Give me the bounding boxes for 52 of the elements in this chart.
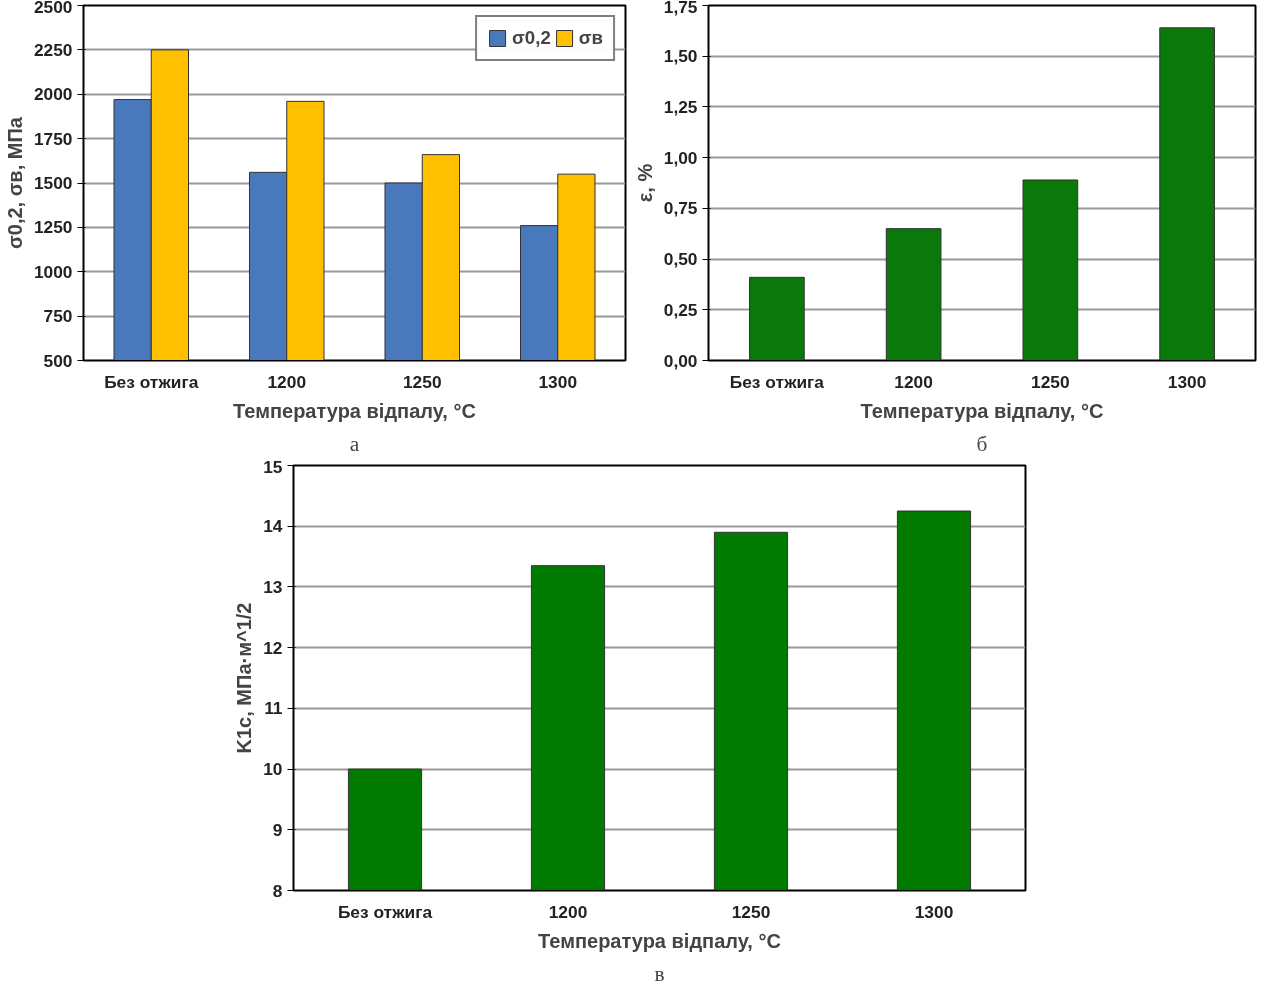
y-tick-label: 0,50: [663, 249, 698, 270]
y-tick-label: 1500: [33, 173, 73, 193]
legend-label: σв: [578, 27, 603, 49]
y-tick-label: 1750: [33, 128, 73, 149]
y-tick-label: 0,25: [663, 299, 698, 320]
legend-label: σ0,2: [512, 27, 551, 49]
x-tick-label: 1200: [267, 371, 307, 392]
x-tick-label: 1250: [402, 371, 442, 392]
x-tick-label: 1300: [914, 901, 954, 922]
text: б: [976, 431, 988, 456]
bar: [1022, 179, 1079, 361]
y-axis-title: K1c, МПа·м^1/2: [233, 602, 256, 754]
y-tick-label: 8: [272, 880, 283, 901]
text: а: [349, 431, 360, 456]
y-tick-label: 2500: [33, 0, 73, 17]
y-tick-label: 14: [263, 516, 283, 537]
x-axis-title: Температура відпалу, °C: [233, 399, 476, 422]
y-tick-label: 1,00: [663, 147, 698, 168]
y-tick-label: 0,00: [663, 350, 698, 371]
x-tick-label: 1300: [1167, 371, 1207, 392]
x-tick-label: 1200: [548, 901, 588, 922]
y-tick-label: 750: [43, 306, 73, 327]
text: в: [654, 961, 665, 986]
x-tick-label: 1200: [894, 371, 933, 392]
y-tick-label: 1,75: [663, 0, 698, 17]
x-axis-title: Температура відпалу, °C: [538, 929, 781, 952]
y-tick-label: 500: [43, 350, 73, 371]
y-tick-label: 1250: [33, 217, 73, 238]
y-tick-label: 1000: [33, 261, 73, 282]
y-tick-label: 9: [272, 819, 283, 840]
y-tick-label: 15: [263, 456, 283, 477]
y-tick-label: 2250: [33, 39, 73, 60]
y-tick-label: 11: [264, 698, 283, 719]
y-tick-label: 13: [263, 576, 283, 597]
y-tick-label: 1,50: [663, 46, 698, 67]
bar: [749, 276, 805, 361]
y-tick-label: 10: [263, 759, 283, 780]
y-tick-label: 0,75: [663, 198, 698, 219]
y-tick-label: 12: [263, 637, 283, 658]
y-tick-label: 1,25: [663, 96, 698, 117]
x-tick-label: Без отжига: [729, 371, 825, 392]
y-axis-title: σ0,2, σв, МПа: [3, 116, 26, 249]
bar: [1159, 27, 1215, 361]
x-tick-label: Без отжига: [337, 901, 433, 922]
x-tick-label: Без отжига: [104, 371, 199, 392]
x-axis-title: Температура відпалу, °C: [860, 399, 1104, 422]
x-tick-label: 1250: [1031, 371, 1070, 392]
bar: [885, 228, 942, 361]
x-tick-label: 1250: [731, 901, 771, 922]
y-axis-title: ε, %: [633, 163, 656, 203]
y-tick-label: 2000: [33, 84, 73, 105]
x-tick-label: 1300: [538, 371, 578, 392]
